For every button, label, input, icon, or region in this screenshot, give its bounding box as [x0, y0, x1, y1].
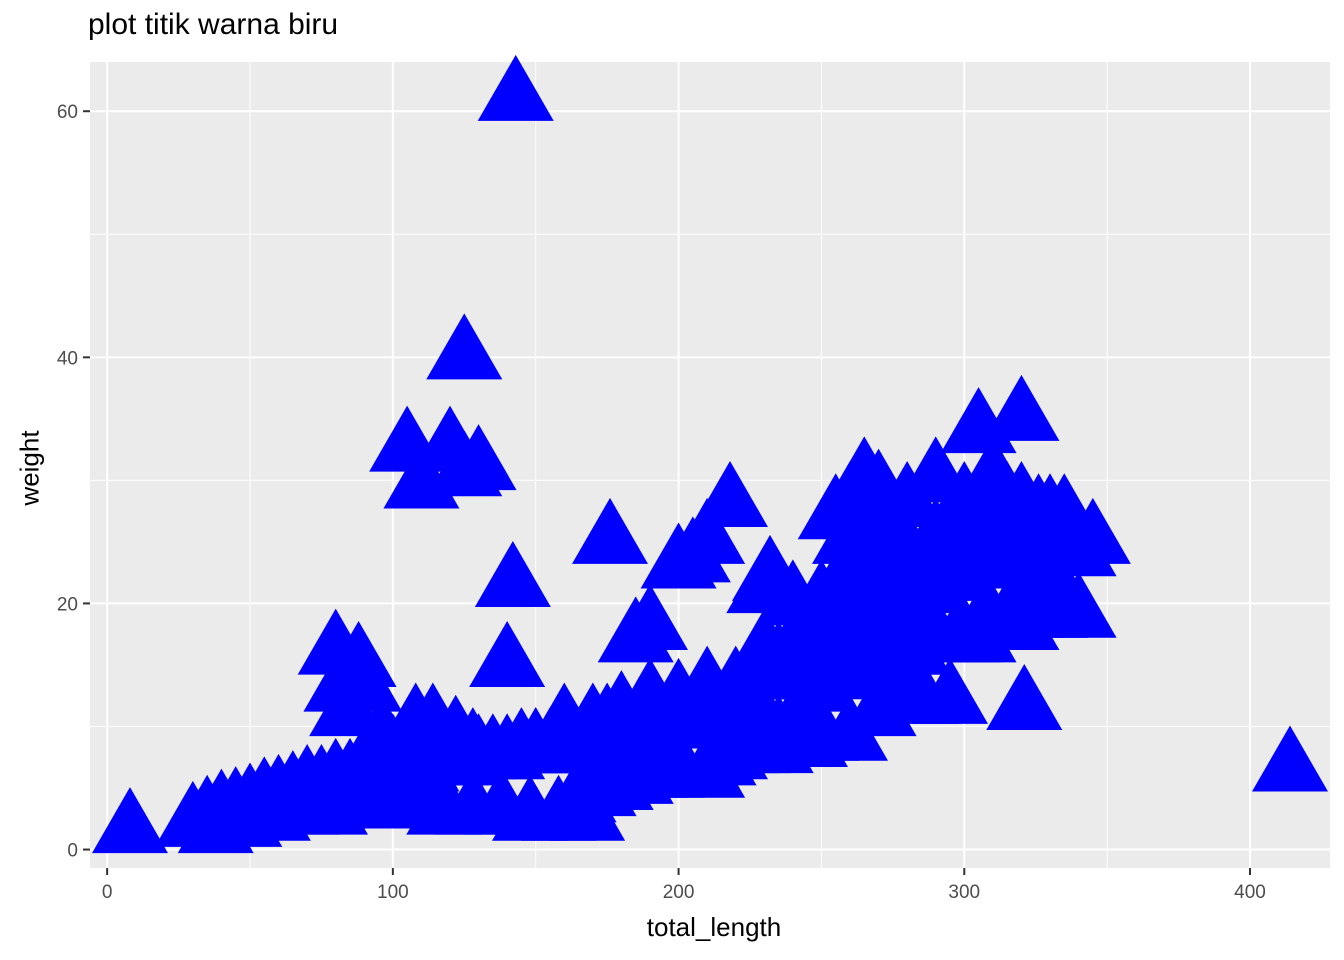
data-point — [954, 473, 1031, 540]
y-axis-label: weight — [14, 430, 45, 506]
data-point — [92, 787, 168, 854]
data-points — [92, 54, 1328, 854]
data-point — [669, 670, 746, 737]
data-point — [440, 424, 517, 491]
data-point — [474, 540, 551, 607]
data-point — [1054, 497, 1131, 564]
y-tick-label: 0 — [67, 841, 78, 862]
grid-minor — [90, 62, 1330, 868]
y-axis-ticks: 0 20 40 60 — [57, 102, 90, 862]
data-point — [309, 670, 386, 737]
x-tick-label: 300 — [948, 882, 980, 903]
data-point — [754, 559, 831, 626]
data-point — [469, 620, 546, 687]
data-point — [826, 436, 903, 503]
data-point — [797, 473, 874, 540]
data-point — [783, 608, 860, 675]
data-point — [940, 596, 1017, 663]
data-point — [477, 54, 554, 121]
y-tick-label: 60 — [57, 102, 78, 123]
chart-title: plot titik warna biru — [88, 8, 339, 41]
data-point — [1012, 473, 1088, 540]
data-point — [986, 664, 1063, 731]
x-axis-label: total_length — [646, 912, 782, 942]
x-tick-label: 100 — [377, 882, 409, 903]
data-point — [426, 313, 503, 380]
x-tick-label: 200 — [663, 882, 695, 903]
y-tick-label: 40 — [57, 348, 78, 369]
data-point — [572, 497, 648, 564]
data-point — [1252, 725, 1328, 792]
data-point — [692, 460, 768, 527]
data-point — [434, 707, 511, 774]
x-axis-ticks: 0 100 200 300 400 — [102, 868, 1266, 903]
data-point — [640, 522, 717, 589]
x-tick-label: 400 — [1234, 882, 1266, 903]
y-tick-label: 20 — [57, 594, 78, 615]
data-point — [612, 584, 688, 651]
x-axis-label-wrap: total_length — [0, 912, 1344, 943]
x-tick-label: 0 — [102, 882, 113, 903]
data-point — [1012, 534, 1088, 601]
data-point — [869, 645, 946, 712]
data-point — [983, 374, 1060, 441]
